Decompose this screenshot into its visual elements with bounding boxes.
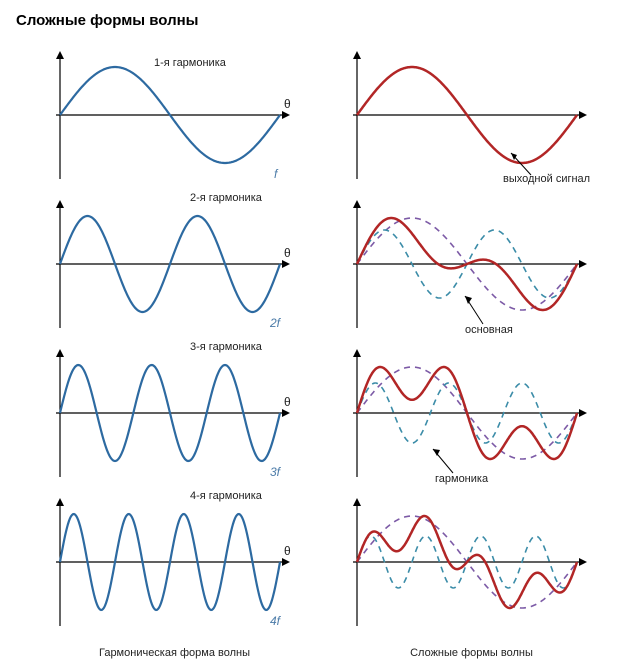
panel-left-1: 1-я гармоника θ f bbox=[36, 47, 313, 188]
freq-4-label: 4f bbox=[270, 614, 280, 628]
plot-right-4 bbox=[333, 494, 593, 630]
theta-label-4: θ bbox=[284, 544, 291, 558]
plot-left-2 bbox=[36, 196, 296, 332]
theta-label-3: θ bbox=[284, 395, 291, 409]
panel-left-4: 4-я гармоника θ 4f bbox=[36, 494, 313, 635]
page-title: Сложные формы волны bbox=[16, 12, 610, 29]
freq-1-label: f bbox=[274, 167, 277, 181]
plot-left-3 bbox=[36, 345, 296, 481]
fundamental-label: основная bbox=[465, 324, 513, 336]
plot-right-1 bbox=[333, 47, 593, 183]
right-column-caption: Сложные формы волны bbox=[333, 647, 610, 659]
plot-right-3 bbox=[333, 345, 593, 481]
theta-label-2: θ bbox=[284, 246, 291, 260]
panel-right-1: выходной сигнал bbox=[333, 47, 610, 188]
freq-3-label: 3f bbox=[270, 465, 280, 479]
panel-left-3: 3-я гармоника θ 3f bbox=[36, 345, 313, 486]
harmonic-1-label: 1-я гармоника bbox=[154, 57, 226, 69]
harmonic-annot-label: гармоника bbox=[435, 473, 488, 485]
panel-right-2: основная bbox=[333, 196, 610, 337]
harmonic-4-label: 4-я гармоника bbox=[190, 490, 262, 502]
plot-left-4 bbox=[36, 494, 296, 630]
plot-right-2 bbox=[333, 196, 593, 332]
left-column-caption: Гармоническая форма волны bbox=[36, 647, 313, 659]
output-signal-label: выходной сигнал bbox=[503, 173, 590, 185]
theta-label-1: θ bbox=[284, 97, 291, 111]
panel-right-4 bbox=[333, 494, 610, 635]
panel-left-2: 2-я гармоника θ 2f bbox=[36, 196, 313, 337]
panel-right-3: гармоника bbox=[333, 345, 610, 486]
chart-grid: 1-я гармоника θ f выходной сигнал 2-я га… bbox=[36, 47, 610, 659]
harmonic-3-label: 3-я гармоника bbox=[190, 341, 262, 353]
freq-2-label: 2f bbox=[270, 316, 280, 330]
harmonic-2-label: 2-я гармоника bbox=[190, 192, 262, 204]
